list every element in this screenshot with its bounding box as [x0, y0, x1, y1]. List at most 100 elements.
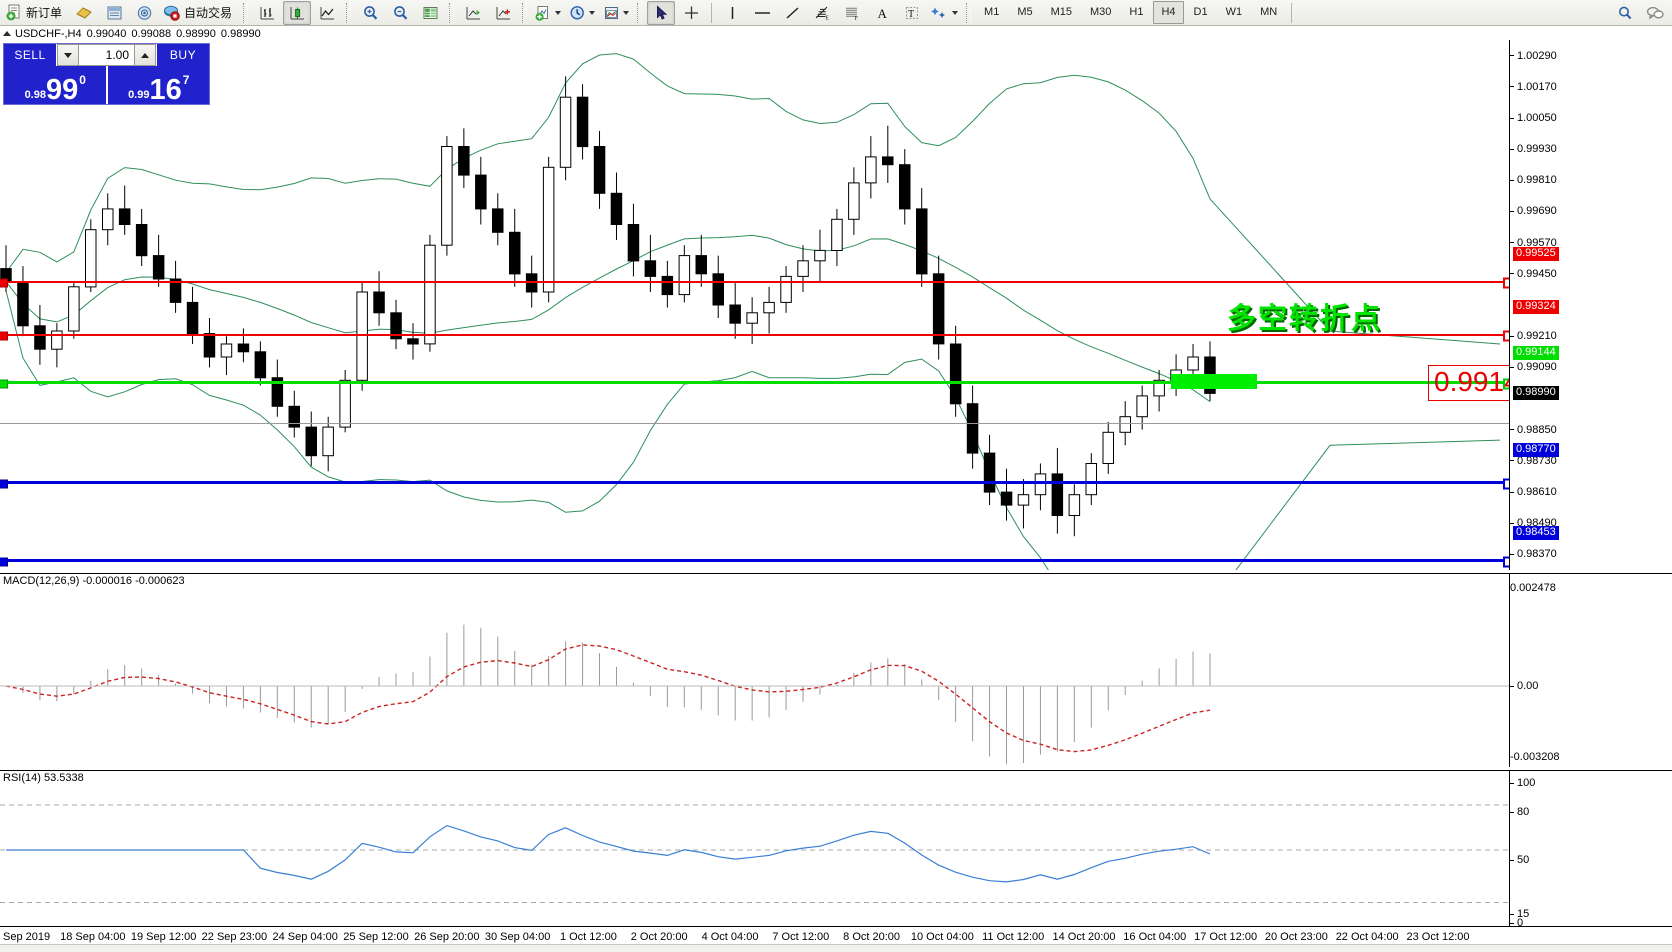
chevron-down-icon[interactable] [555, 10, 562, 15]
toolbar-separator [637, 2, 643, 23]
collapse-triangle-icon[interactable] [3, 31, 11, 36]
channel-icon[interactable]: F [838, 1, 866, 25]
chevron-down-icon[interactable] [623, 10, 630, 15]
volume-increase-button[interactable] [134, 44, 156, 66]
price-tag-099144[interactable]: 0.99144 [1513, 346, 1559, 361]
resistance-line-099525[interactable] [0, 277, 1510, 289]
chevron-down-icon[interactable] [952, 10, 959, 15]
buy-price-display[interactable]: 0.99 16 7 [105, 66, 209, 106]
demand-zone-rectangle[interactable] [1171, 374, 1257, 389]
timeframe-m30[interactable]: M30 [1090, 6, 1112, 18]
time-label: 25 Sep 12:00 [343, 931, 409, 943]
timeframe-w1[interactable]: W1 [1225, 6, 1243, 18]
toolbar-separator [522, 2, 528, 23]
time-label: 7 Oct 12:00 [772, 931, 830, 943]
price-tick: 1.00170 [1510, 81, 1557, 92]
price-scale[interactable]: 1.00290 1.00170 1.00050 0.99930 0.99810 0.996… [1509, 40, 1672, 570]
timeframe-d1[interactable]: D1 [1193, 6, 1208, 18]
period-icon[interactable] [566, 1, 598, 25]
shapes-icon[interactable] [928, 1, 961, 25]
chart-panes: 多空转折点 0.99144 1.002901.001701.000500.999… [0, 40, 1672, 929]
ohlc-close: 0.98990 [220, 27, 261, 40]
line-chart-icon[interactable] [313, 1, 341, 25]
hline-icon[interactable] [748, 1, 776, 25]
pivot-line-099144[interactable] [0, 378, 1510, 390]
price-tag-098990[interactable]: 0.98990 [1513, 386, 1559, 401]
price-tag-099324[interactable]: 0.99324 [1513, 299, 1559, 314]
search-icon[interactable] [1611, 1, 1639, 25]
auto-scroll-icon[interactable] [489, 1, 517, 25]
time-label: 17 Oct 12:00 [1194, 931, 1258, 943]
macd-tick: 0.002478 [1510, 582, 1556, 594]
sell-price-display[interactable]: 0.98 99 0 [4, 66, 106, 105]
chat-icon[interactable] [1641, 1, 1669, 25]
price-tag-098770[interactable]: 0.98770 [1513, 443, 1559, 458]
buy-button[interactable]: BUY [157, 44, 209, 66]
text-icon[interactable]: A [868, 1, 896, 25]
price-tick: 0.99450 [1510, 268, 1557, 279]
timeframe-m5[interactable]: M5 [1017, 6, 1033, 18]
one-click-top-row: SELL 1.00 BUY [4, 44, 209, 66]
buy-price-point: 7 [182, 73, 190, 87]
timeframe-m1[interactable]: M1 [984, 6, 1000, 18]
zoom-out-icon[interactable] [386, 1, 414, 25]
rsi-label: RSI(14) 53.5338 [3, 772, 84, 784]
macd-pane[interactable]: MACD(12,26,9) -0.000016 -0.000623 0.0024… [0, 573, 1672, 767]
buy-price-main: 16 [149, 74, 182, 106]
cursor-icon[interactable] [647, 0, 676, 25]
candlestick-chart-icon[interactable] [283, 0, 312, 25]
support-line-098453[interactable] [0, 556, 1510, 568]
vline-icon[interactable] [718, 1, 746, 25]
timeframe-h4[interactable]: H4 [1153, 1, 1184, 24]
macd-scale[interactable]: 0.002478 0.00 -0.003208 [1509, 574, 1672, 767]
price-tick: 0.99570 [1510, 237, 1557, 248]
price-chart-pane[interactable]: 多空转折点 0.99144 1.002901.001701.000500.999… [0, 40, 1672, 570]
chart-text-annotation[interactable]: 多空转折点 [1227, 301, 1383, 335]
crosshair-icon[interactable] [677, 1, 705, 25]
indicators-icon[interactable] [532, 1, 564, 25]
support-line-098770[interactable] [0, 478, 1510, 490]
sell-price-prefix: 0.98 [24, 89, 46, 101]
resistance-line-099324[interactable] [0, 330, 1510, 342]
bar-chart-icon[interactable] [253, 1, 281, 25]
timeframe-mn[interactable]: MN [1260, 6, 1278, 18]
rsi-plot-area[interactable] [0, 771, 1510, 926]
data-window-icon[interactable] [100, 1, 128, 25]
price-tag-098453[interactable]: 0.98453 [1513, 525, 1559, 540]
volume-stepper[interactable]: 1.00 [56, 44, 157, 66]
timeframe-h1[interactable]: H1 [1129, 6, 1144, 18]
chevron-down-icon[interactable] [589, 10, 596, 15]
price-plot-area[interactable]: 多空转折点 0.99144 [0, 40, 1510, 570]
rsi-scale[interactable]: 100 80 50 15 0 [1509, 771, 1672, 929]
toolbar-separator [966, 2, 972, 23]
price-candles-svg [0, 53, 1501, 570]
expert-advisor-icon[interactable] [70, 1, 98, 25]
volume-decrease-button[interactable] [57, 44, 79, 66]
trendline-icon[interactable] [778, 1, 806, 25]
svg-text:F: F [855, 15, 859, 20]
navigator-icon[interactable] [130, 1, 158, 25]
new-order-button[interactable]: 新订单 [3, 1, 68, 25]
price-tag-099525[interactable]: 0.99525 [1513, 247, 1559, 262]
chart-grid-icon[interactable] [416, 1, 444, 25]
macd-tick: 0.00 [1510, 681, 1538, 692]
zoom-in-icon[interactable] [356, 1, 384, 25]
volume-input[interactable]: 1.00 [79, 44, 134, 66]
timeframe-m15[interactable]: M15 [1050, 6, 1072, 18]
rsi-tick: 0 [1510, 918, 1523, 929]
chart-shift-icon[interactable] [459, 1, 487, 25]
label-icon[interactable]: T [898, 1, 926, 25]
time-label: 19 Sep 12:00 [130, 931, 197, 943]
time-label: 22 Sep 23:00 [201, 931, 268, 943]
templates-icon[interactable] [600, 1, 632, 25]
auto-trading-icon[interactable]: 自动交易 [160, 1, 238, 25]
sell-button[interactable]: SELL [4, 44, 56, 66]
fibo-icon[interactable]: E [808, 1, 836, 25]
time-label: 10 Oct 04:00 [910, 931, 974, 943]
price-callout-label[interactable]: 0.99144 [1428, 365, 1510, 401]
macd-plot-area[interactable] [0, 574, 1510, 767]
rsi-pane[interactable]: RSI(14) 53.5338 100 80 50 15 0 [0, 770, 1672, 929]
macd-label: MACD(12,26,9) -0.000016 -0.000623 [3, 575, 185, 587]
svg-text:T: T [908, 9, 914, 20]
buy-price-prefix: 0.99 [128, 89, 150, 101]
